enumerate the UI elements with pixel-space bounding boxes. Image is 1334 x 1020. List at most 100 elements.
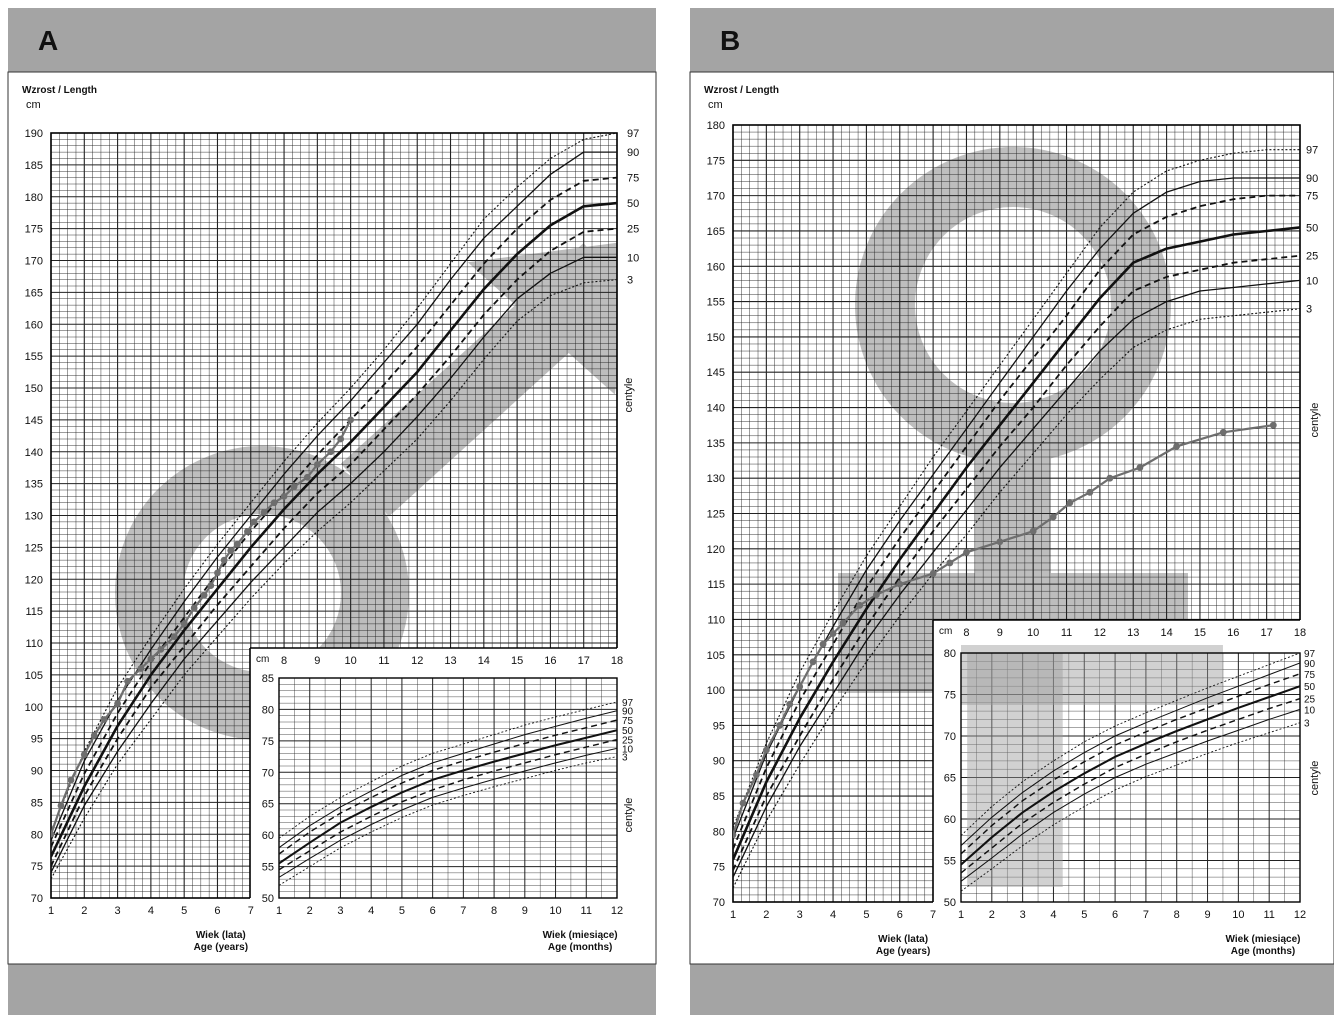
patient-point (1269, 421, 1277, 429)
inset-y-tick-label: 70 (262, 767, 274, 779)
panel-letter: B (720, 25, 740, 56)
inset-x-tick-label: 11 (1263, 909, 1274, 921)
y-tick-label: 135 (25, 479, 43, 491)
x-tick-label: 1 (48, 905, 54, 917)
patient-point (733, 831, 737, 839)
percentile-line-10 (51, 256, 617, 873)
patient-point (839, 619, 847, 627)
percentile-label-97: 97 (1306, 145, 1318, 157)
inset-x-axis-label-pl: Wiek (miesiące) (1226, 934, 1301, 945)
inset-percentile-line-97 (961, 653, 1300, 836)
x-tick-label: 2 (763, 909, 769, 921)
patient-point (752, 771, 760, 779)
inset-x-tick-label: 1 (958, 909, 964, 921)
y-tick-label: 125 (25, 542, 43, 554)
inset-percentile-line-3 (279, 756, 617, 886)
x-tick-label: 5 (863, 909, 869, 921)
patient-point (114, 700, 121, 707)
inset-percentile-line-10 (961, 708, 1300, 882)
inset-percentile-label-97: 97 (1304, 649, 1316, 660)
percentile-label-75: 75 (1306, 191, 1318, 203)
x-tick-label: 13 (444, 655, 456, 667)
patient-point (57, 802, 65, 809)
y-tick-label: 145 (25, 415, 43, 427)
y-tick-label: 165 (707, 226, 725, 238)
x-tick-label: 13 (1127, 627, 1139, 639)
inset-percentile-label-50: 50 (622, 726, 634, 737)
patient-point (996, 538, 1004, 546)
inset-x-tick-label: 3 (1020, 909, 1026, 921)
x-tick-label: 6 (214, 905, 220, 917)
inset-percentile-line-90 (961, 662, 1300, 846)
y-tick-label: 105 (25, 670, 43, 682)
panel-letter: A (38, 25, 58, 56)
patient-point (80, 751, 88, 758)
y-tick-label: 135 (707, 438, 725, 450)
y-tick-label: 90 (31, 766, 43, 778)
x-tick-label: 7 (930, 909, 936, 921)
percentile-label-3: 3 (1306, 304, 1312, 316)
y-tick-label: 180 (707, 120, 725, 132)
inset-x-tick-label: 5 (1081, 909, 1087, 921)
inset-x-tick-label: 10 (549, 905, 561, 917)
inset-y-tick-label: 55 (944, 856, 956, 868)
x-tick-label: 16 (544, 655, 556, 667)
inset-percentile-label-25: 25 (1304, 695, 1316, 706)
patient-point (1219, 428, 1227, 436)
percentile-label-90: 90 (627, 147, 639, 159)
percentile-label-25: 25 (627, 224, 639, 236)
inset-percentile-label-3: 3 (1304, 719, 1310, 730)
inset-y-tick-label: 50 (944, 897, 956, 909)
y-tick-label: 150 (25, 383, 43, 395)
y-tick-label: 130 (25, 511, 43, 523)
inset-percentile-line-75 (961, 673, 1300, 855)
patient-point (190, 604, 198, 612)
patient-point (1106, 474, 1114, 482)
percentile-line-75 (733, 194, 1300, 850)
x-tick-label: 11 (1061, 627, 1072, 639)
y-tick-label: 110 (25, 638, 43, 650)
inset-x-tick-label: 7 (1143, 909, 1149, 921)
y-tick-label: 70 (713, 897, 725, 909)
inset-percentile-line-50 (961, 685, 1300, 866)
patient-point (214, 569, 221, 577)
inset-y-tick-label: 65 (944, 773, 956, 785)
inset-percentile-label-90: 90 (622, 707, 634, 718)
patient-point (819, 640, 827, 648)
inset-percentile-curves (279, 701, 617, 886)
x-tick-label: 10 (345, 655, 357, 667)
patient-point (896, 580, 904, 588)
chart-title: Wzrost / Length (704, 85, 779, 96)
patient-point (313, 461, 321, 468)
percentile-label-10: 10 (1306, 275, 1318, 287)
y-tick-label: 160 (707, 261, 725, 273)
y-tick-label: 155 (25, 351, 43, 363)
y-tick-label: 155 (707, 297, 725, 309)
percentile-line-25 (51, 227, 617, 867)
patient-point (929, 570, 937, 577)
x-tick-label: 3 (797, 909, 803, 921)
inset-x-tick-label: 6 (430, 905, 436, 917)
inset-x-tick-label: 11 (581, 905, 592, 917)
x-tick-label: 9 (997, 627, 1003, 639)
inset-x-tick-label: 5 (399, 905, 405, 917)
x-tick-label: 18 (611, 655, 623, 667)
inset-y-tick-label: 80 (262, 704, 274, 716)
inset-percentile-label-75: 75 (1304, 670, 1316, 681)
percentile-label-50: 50 (1306, 222, 1318, 234)
patient-point (180, 620, 188, 628)
inset-y-unit-label: cm (939, 626, 952, 637)
y-tick-label: 100 (707, 685, 725, 697)
y-tick-label: 120 (707, 544, 725, 556)
patient-point (227, 547, 235, 554)
x-tick-label: 17 (1261, 627, 1273, 639)
percentile-curves (51, 133, 617, 880)
y-tick-label: 95 (713, 720, 725, 732)
inset-x-tick-label: 10 (1232, 909, 1244, 921)
patient-point (90, 732, 98, 739)
inset-percentile-label-50: 50 (1304, 682, 1316, 693)
y-tick-label: 85 (713, 791, 725, 803)
y-tick-label: 125 (707, 509, 725, 521)
